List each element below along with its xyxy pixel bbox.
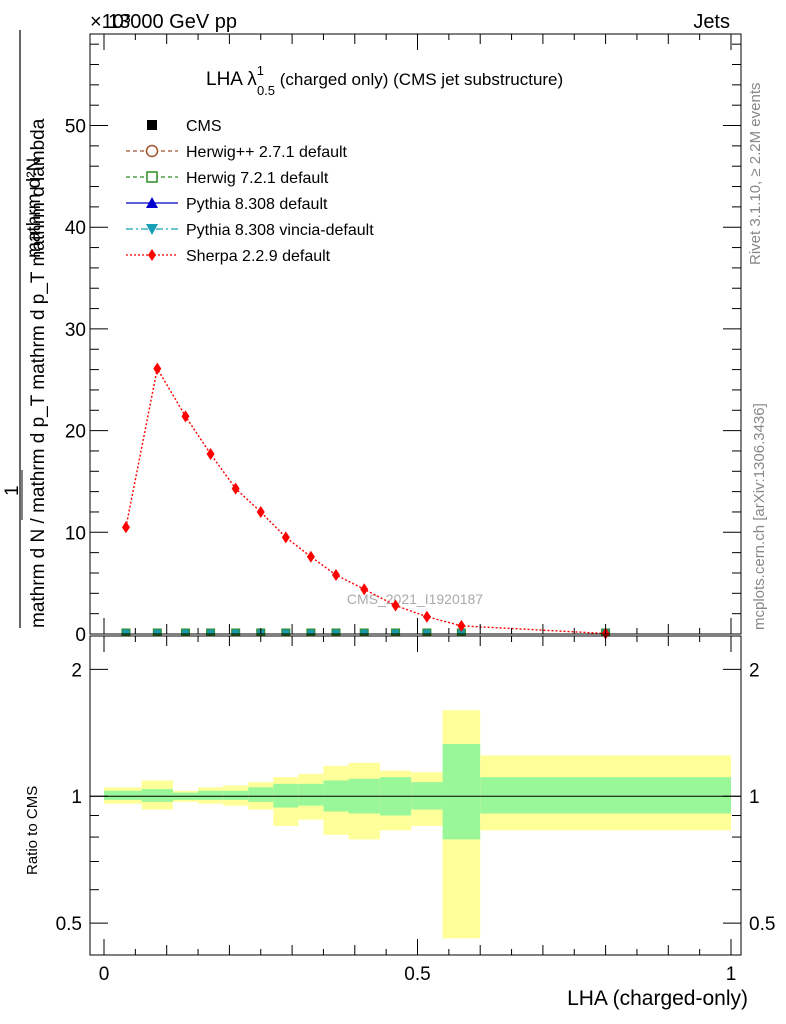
sherpa-point: [306, 550, 315, 563]
generator-point: [391, 628, 401, 636]
ratio-y-label: Ratio to CMS: [24, 786, 41, 875]
sherpa-point: [360, 583, 369, 596]
category-label: Jets: [693, 11, 730, 33]
legend-marker: [145, 144, 159, 158]
generator-point: [152, 628, 162, 636]
legend-marker: [146, 171, 158, 183]
ratio-green-band: [442, 744, 481, 840]
legend-item: CMS: [147, 118, 222, 135]
plot-title: LHA λ1 0.5 (charged only) (CMS jet substr…: [206, 63, 563, 98]
generator-point: [306, 628, 316, 636]
legend-item: Herwig 7.2.1 default: [126, 170, 329, 187]
sherpa-point: [206, 448, 215, 460]
x-axis-label: LHA (charged-only): [567, 987, 748, 1010]
ratio-y-tick-label: 1: [71, 787, 82, 808]
legend-label: Sherpa 2.2.9 default: [186, 248, 331, 265]
sherpa-point: [422, 610, 431, 623]
ratio-y-tick-label: 2: [71, 660, 82, 681]
generator-point: [331, 628, 341, 636]
main-series: [121, 362, 611, 640]
y-axis-label: mathrm d²N 1 mathrm d N / mathrm d p_T m…: [2, 30, 49, 628]
y-label-denominator: mathrm d N / mathrm d p_T mathrm d p_T m…: [28, 118, 49, 628]
generator-point: [231, 628, 241, 636]
ratio-green-band: [223, 790, 249, 800]
legend-label: Herwig 7.2.1 default: [186, 170, 329, 187]
legend-label: CMS: [186, 118, 222, 135]
y-label-prefix: 1: [2, 485, 23, 496]
ratio-y-tick-label-right: 0.5: [749, 914, 775, 935]
legend-marker: [146, 224, 158, 235]
energy-label: 13000 GeV pp: [108, 11, 237, 33]
x-tick-label: 0.5: [404, 964, 430, 985]
ratio-frame: [89, 635, 742, 956]
ratio-green-band: [298, 783, 324, 806]
y-tick-label: 40: [65, 218, 86, 239]
legend-label: Pythia 8.308 default: [186, 196, 328, 213]
sherpa-point: [153, 362, 162, 375]
x-tick-label: 1: [726, 964, 737, 985]
ratio-y-tick-label-right: 2: [749, 660, 760, 681]
generator-point: [422, 628, 432, 636]
exponent-label: ×10³: [90, 11, 131, 33]
sherpa-point: [391, 599, 400, 612]
legend-item: Pythia 8.308 vincia-default: [126, 222, 374, 239]
ratio-green-band: [104, 790, 142, 800]
sherpa-point: [231, 482, 240, 495]
generator-point: [359, 628, 369, 636]
y-tick-label: 20: [65, 422, 86, 443]
legend-label: Pythia 8.308 vincia-default: [186, 222, 374, 239]
watermark: CMS_2021_I1920187: [347, 591, 483, 607]
legend-marker: [146, 197, 158, 208]
sherpa-point: [121, 521, 130, 534]
ratio-green-band: [248, 787, 274, 802]
ratio-y-tick-label-right: 1: [749, 787, 760, 808]
y-tick-label: 10: [65, 523, 86, 544]
sherpa-point: [331, 569, 340, 582]
sherpa-point: [256, 505, 265, 518]
y-tick-label: 30: [65, 320, 86, 341]
legend-marker: [147, 120, 157, 130]
generator-point: [206, 628, 216, 636]
ratio-y-tick-label: 0.5: [56, 914, 82, 935]
generator-point: [181, 628, 191, 636]
ratio-green-band: [141, 789, 173, 802]
rivet-label: Rivet 3.1.10, ≥ 2.2M events: [747, 83, 764, 266]
y-label-numerator: mathrm d²N: [24, 158, 45, 258]
sherpa-point: [457, 619, 466, 632]
legend-item: Pythia 8.308 default: [126, 196, 328, 213]
legend-label: Herwig++ 2.7.1 default: [186, 144, 348, 161]
y-tick-label: 50: [65, 117, 86, 138]
legend: CMS Herwig++ 2.7.1 default Herwig 7.2.1 de…: [126, 118, 374, 265]
legend-marker: [148, 249, 156, 261]
ratio-green-band: [273, 783, 299, 808]
sherpa-line: [125, 366, 606, 635]
x-tick-label: 0: [99, 964, 110, 985]
y-tick-label: 0: [75, 625, 86, 646]
ratio-green-band: [480, 777, 731, 814]
ratio-green-band: [198, 790, 224, 800]
sherpa-point: [281, 531, 290, 544]
main-frame: [89, 33, 742, 635]
ratio-bands: [90, 710, 741, 939]
generator-point: [121, 628, 131, 636]
legend-item: Sherpa 2.2.9 default: [126, 248, 331, 265]
legend-item: Herwig++ 2.7.1 default: [126, 144, 348, 161]
sherpa-point: [181, 410, 190, 423]
generator-point: [281, 628, 291, 636]
mcplots-label: mcplots.cern.ch [arXiv:1306.3436]: [751, 403, 768, 630]
